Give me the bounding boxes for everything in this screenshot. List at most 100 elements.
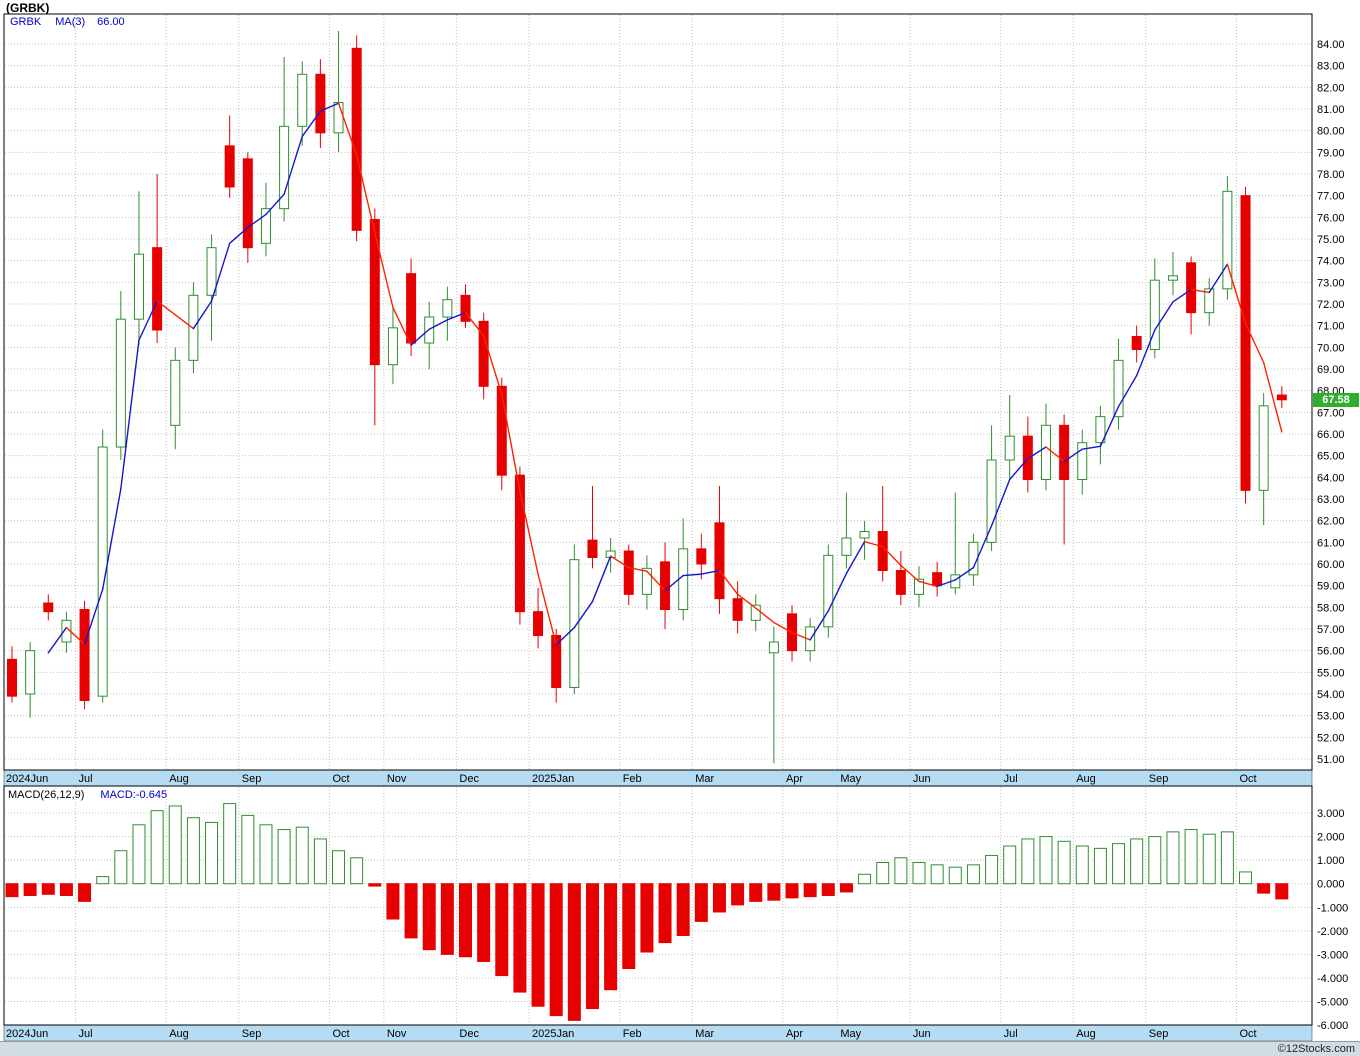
price-tick-label: 75.00: [1317, 234, 1345, 246]
main-pane-border: [3, 13, 1313, 771]
footer-bar: ©12Stocks.com: [0, 1041, 1360, 1056]
candle-up: [1258, 405, 1269, 491]
macd-bar-negative: [803, 883, 817, 898]
macd-bar-negative: [767, 883, 781, 901]
macd-bar-positive: [1148, 836, 1162, 885]
candle-down: [1240, 195, 1251, 491]
candle-up: [569, 559, 580, 689]
month-label: Oct: [1239, 773, 1256, 785]
candle-down: [732, 598, 743, 621]
month-label: Jun: [913, 773, 931, 785]
macd-bar-positive: [1184, 829, 1198, 885]
x-axis-band-top: [3, 769, 1313, 787]
macd-bar-negative: [622, 883, 636, 970]
candle-down: [1276, 394, 1287, 401]
candle-up: [823, 554, 834, 628]
candle-up: [1167, 275, 1178, 281]
price-tick-label: 79.00: [1317, 147, 1345, 159]
candle-up: [1004, 435, 1015, 461]
price-tick-label: 74.00: [1317, 256, 1345, 268]
macd-bar-negative: [640, 883, 654, 953]
macd-bar-positive: [930, 864, 944, 885]
month-labels: 2024Jun 2024Jun Jul Jul Aug Aug Sep Sep Oct Oct No…: [6, 773, 1257, 1040]
macd-bar-negative: [1257, 883, 1271, 894]
price-tick-label: 70.00: [1317, 342, 1345, 354]
macd-bar-negative: [531, 883, 545, 1007]
month-label: 2024Jun: [6, 773, 48, 785]
ma-segment: [283, 135, 303, 195]
month-label: Feb: [623, 773, 642, 785]
ma-segment: [410, 328, 430, 346]
ma-segment: [936, 579, 956, 588]
month-label: Feb: [623, 1028, 642, 1040]
price-tick-label: 61.00: [1317, 537, 1345, 549]
candle-up: [1040, 424, 1051, 481]
ma-line: [47, 102, 1283, 654]
ma-segment: [355, 154, 376, 234]
month-label: Aug: [169, 1028, 189, 1040]
macd-legend: MACD(26,12,9) MACD:-0.645: [8, 789, 167, 801]
candle-down: [478, 320, 489, 387]
ma-segment: [918, 580, 938, 588]
candle-down: [79, 609, 90, 702]
candle-down: [1186, 262, 1197, 314]
candle-up: [914, 578, 924, 595]
month-label: Oct: [332, 1028, 349, 1040]
month-label: Mar: [695, 1028, 714, 1040]
month-label: Aug: [1076, 773, 1096, 785]
macd-bar-positive: [350, 857, 364, 885]
macd-bar-positive: [985, 854, 999, 885]
candle-down: [224, 145, 235, 188]
candle-down: [877, 531, 888, 572]
macd-bar-positive: [313, 838, 327, 885]
candle-up: [641, 567, 652, 595]
candle-down: [623, 550, 634, 595]
candle-down: [460, 294, 471, 322]
macd-pane-border: [3, 785, 1313, 1026]
macd-bar-negative: [839, 883, 853, 893]
month-label: 2024Jun: [6, 1028, 48, 1040]
candle-up: [133, 253, 144, 320]
macd-bar-positive: [876, 861, 890, 885]
candle-down: [7, 658, 17, 697]
macd-tick-label: 3.000: [1317, 808, 1345, 820]
macd-bar-positive: [114, 850, 128, 885]
candle-down: [496, 385, 507, 476]
candle-down: [369, 219, 380, 366]
month-label: Jul: [1004, 773, 1018, 785]
month-label: Sep: [1149, 773, 1169, 785]
candle-up: [206, 247, 217, 296]
candle-up: [678, 548, 689, 611]
ma-segment: [392, 306, 412, 346]
price-tick-label: 80.00: [1317, 126, 1345, 138]
macd-bar-negative: [694, 883, 708, 922]
ma-segment: [519, 490, 539, 575]
ma-segment: [1172, 288, 1192, 303]
price-tick-label: 57.00: [1317, 624, 1345, 636]
macd-bar-negative: [712, 883, 726, 913]
macd-bar-negative: [658, 883, 672, 944]
month-label: Dec: [459, 1028, 479, 1040]
price-tick-label: 84.00: [1317, 39, 1345, 51]
month-label: Sep: [242, 773, 262, 785]
candle-down: [660, 561, 671, 611]
ma-segment: [337, 102, 358, 156]
candle-down: [1131, 336, 1142, 351]
macd-bar-positive: [241, 814, 255, 885]
candle-down: [152, 247, 163, 331]
month-label: Dec: [459, 773, 479, 785]
macd-bar-positive: [277, 829, 291, 885]
ma-segment: [83, 588, 104, 645]
candle-up: [986, 459, 997, 543]
page-title: (GRBK): [6, 1, 50, 15]
macd-bar-positive: [1039, 836, 1053, 885]
macd-bar-positive: [223, 803, 237, 885]
ma-segment: [482, 335, 503, 395]
price-axis-labels: 84.00 83.00 82.00 81.00 80.00 79.00 78.00 77.00…: [1317, 39, 1348, 1032]
ma-segment: [101, 488, 122, 590]
candle-down: [242, 158, 253, 249]
month-label: Jul: [1004, 1028, 1018, 1040]
candle-up: [841, 537, 852, 556]
candle-up: [859, 531, 870, 539]
